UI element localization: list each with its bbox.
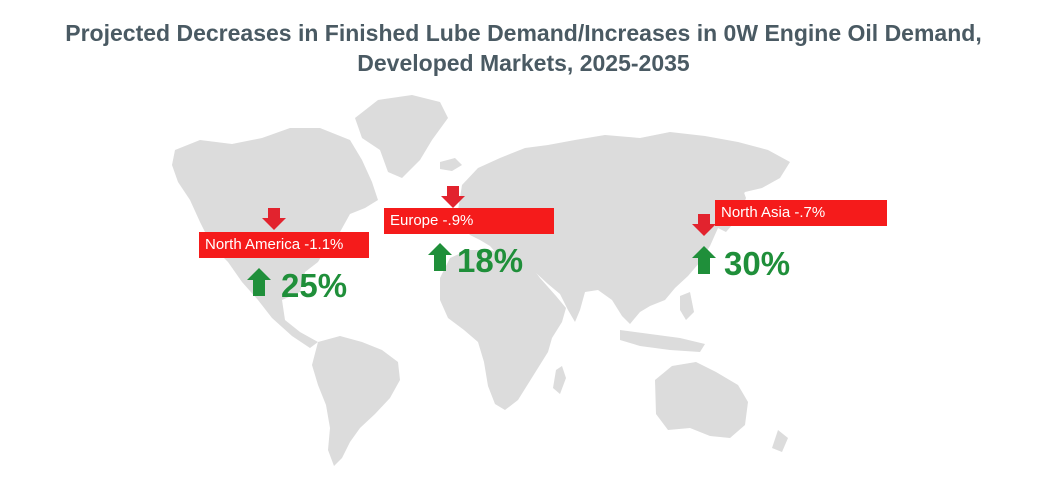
eurasia-shape [458,132,790,324]
indonesia-shape [620,330,705,352]
increase-north-asia: 30% [724,245,791,282]
arrow-up-icon-europe [428,243,452,271]
label-north-asia: North Asia -.7% [715,200,887,226]
label-north-america: North America -1.1% [199,232,369,258]
iceland-shape [440,158,462,171]
title-line-1: Projected Decreases in Finished Lube Dem… [65,20,982,46]
increase-europe: 18% [457,242,524,279]
philippines-shape [680,292,694,320]
chart-marks [247,186,716,296]
greenland-shape [355,95,448,178]
australia-shape [655,362,748,438]
africa-shape [440,250,566,410]
arrow-down-icon-north-america [262,208,286,230]
arrow-up-icon-north-america [247,268,271,296]
title-line-2: Developed Markets, 2025-2035 [357,50,690,76]
arrow-down-icon-north-asia [692,214,716,236]
increase-north-america: 25% [281,267,348,304]
new-zealand-shape [772,430,788,452]
arrow-down-icon-europe [441,186,465,208]
label-europe: Europe -.9% [384,208,554,234]
arrow-up-icon-north-asia [692,246,716,274]
madagascar-shape [553,366,566,394]
south-america-shape [312,336,400,466]
chart-title: Projected Decreases in Finished Lube Dem… [0,18,1047,78]
